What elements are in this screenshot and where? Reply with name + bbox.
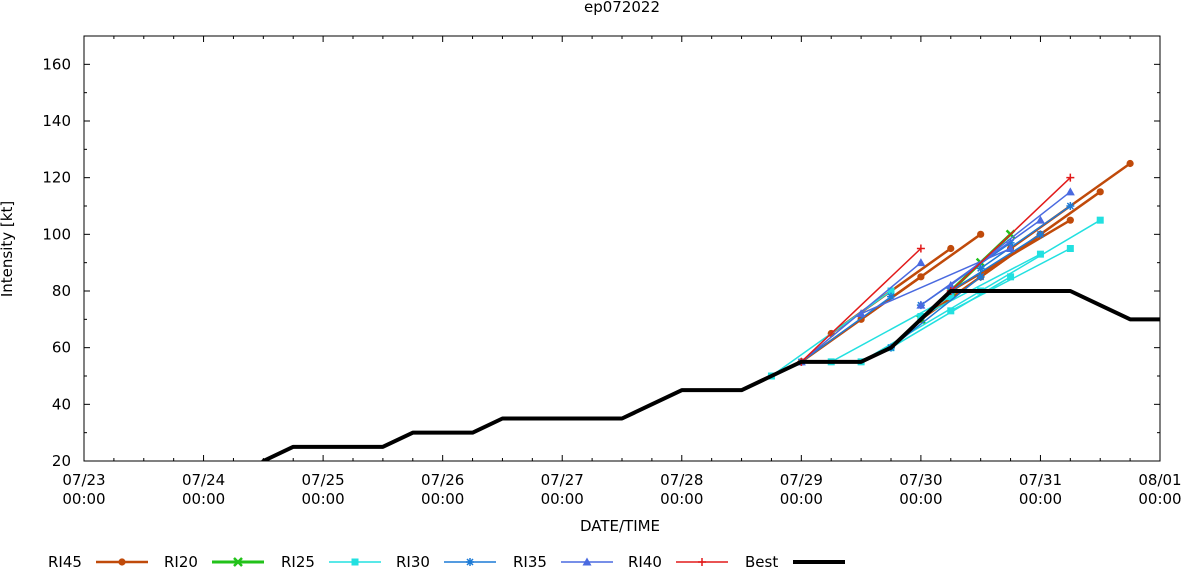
data-point <box>917 313 925 320</box>
data-point <box>1007 273 1015 281</box>
y-tick-label: 80 <box>52 282 71 300</box>
legend-item-best: Best <box>745 553 845 567</box>
series-line <box>950 247 1072 312</box>
legend-label: RI35 <box>513 553 547 567</box>
data-point <box>1126 159 1134 168</box>
series-line <box>860 247 1012 315</box>
data-point <box>916 244 925 253</box>
x-axis-title: DATE/TIME <box>580 517 660 535</box>
series-ri35 <box>796 187 1075 366</box>
x-tick-date: 07/24 <box>182 471 225 489</box>
legend: RI45 RI20 RI25 RI30 RI35 RI40 Best <box>48 553 845 567</box>
data-point <box>976 272 985 281</box>
series-ri25 <box>767 216 1104 380</box>
data-point <box>1066 216 1074 224</box>
x-tick-time: 00:00 <box>780 490 823 508</box>
data-point <box>976 264 985 273</box>
data-point <box>887 287 895 295</box>
data-point <box>916 300 926 309</box>
y-tick-label: 60 <box>52 339 71 357</box>
legend-swatch-marker <box>351 558 359 566</box>
y-tick-label: 160 <box>42 55 71 73</box>
y-axis-title: Intensity [kt] <box>0 201 16 297</box>
x-tick-date: 07/26 <box>421 471 464 489</box>
data-point <box>916 258 926 267</box>
x-tick-time: 00:00 <box>541 490 584 508</box>
x-tick-time: 00:00 <box>899 490 942 508</box>
legend-swatch-marker <box>118 558 126 566</box>
y-tick-label: 40 <box>52 395 71 413</box>
legend-label: RI40 <box>628 553 662 567</box>
chart-title: ep072022 <box>584 0 660 16</box>
x-tick-date: 07/30 <box>899 471 942 489</box>
data-point <box>1065 187 1075 196</box>
tick-layer: 2040608010012014016007/2300:0007/2400:00… <box>42 35 1182 508</box>
x-tick-time: 00:00 <box>1019 490 1062 508</box>
x-tick-date: 07/23 <box>62 471 105 489</box>
data-point <box>1096 188 1104 196</box>
legend-swatch-marker <box>582 557 592 566</box>
data-point <box>856 309 866 318</box>
series-line <box>950 233 1042 292</box>
legend-item-ri40: RI40 <box>628 553 728 567</box>
x-tick-date: 07/25 <box>301 471 344 489</box>
series-line <box>261 289 1160 461</box>
data-point <box>887 292 895 301</box>
legend-label: RI30 <box>396 553 430 567</box>
y-tick-label: 140 <box>42 112 71 130</box>
legend-item-ri20: RI20 <box>164 553 264 567</box>
legend-item-ri30: RI30 <box>396 553 496 567</box>
data-point <box>1096 216 1104 224</box>
series-line <box>920 253 1042 318</box>
series-line <box>979 205 1072 270</box>
series-ri30 <box>797 202 1075 366</box>
series-ri40 <box>797 173 1075 366</box>
plot-frame <box>83 35 1161 462</box>
data-point <box>1066 202 1075 210</box>
legend-label: RI25 <box>281 553 315 567</box>
legend-label: Best <box>745 553 778 567</box>
legend-swatch-marker <box>233 557 243 567</box>
series-best <box>261 289 1160 461</box>
x-tick-time: 00:00 <box>1138 490 1181 508</box>
legend-item-ri45: RI45 <box>48 553 148 567</box>
x-tick-date: 08/01 <box>1138 471 1181 489</box>
y-tick-label: 120 <box>42 169 71 187</box>
data-point <box>1006 238 1015 247</box>
x-tick-time: 00:00 <box>660 490 703 508</box>
legend-item-ri25: RI25 <box>281 553 381 567</box>
data-point <box>977 230 985 238</box>
series-line <box>800 247 922 363</box>
series-ri45 <box>797 159 1134 366</box>
data-point <box>947 307 955 315</box>
data-point <box>1035 215 1045 224</box>
data-point <box>1066 245 1074 252</box>
x-tick-date: 07/27 <box>541 471 584 489</box>
series-line <box>860 290 982 363</box>
plot-area <box>261 159 1160 461</box>
legend-label: RI45 <box>48 553 82 567</box>
y-tick-label: 100 <box>42 225 71 243</box>
x-tick-time: 00:00 <box>182 490 225 508</box>
x-tick-time: 00:00 <box>301 490 344 508</box>
data-point <box>1006 244 1016 252</box>
y-tick-label: 20 <box>52 452 71 470</box>
data-point <box>1066 173 1075 182</box>
series-line <box>979 219 1101 292</box>
x-tick-date: 07/31 <box>1019 471 1062 489</box>
x-tick-date: 07/28 <box>660 471 703 489</box>
data-point <box>1036 230 1045 239</box>
data-point <box>947 293 955 301</box>
series-line <box>950 176 1072 292</box>
data-point <box>947 244 955 253</box>
legend-item-ri35: RI35 <box>513 553 613 567</box>
x-tick-time: 00:00 <box>62 490 105 508</box>
x-tick-time: 00:00 <box>421 490 464 508</box>
legend-swatch-marker <box>466 558 474 566</box>
x-tick-date: 07/29 <box>780 471 823 489</box>
legend-label: RI20 <box>164 553 198 567</box>
legend-swatch-marker <box>698 558 706 566</box>
data-point <box>1036 250 1044 258</box>
